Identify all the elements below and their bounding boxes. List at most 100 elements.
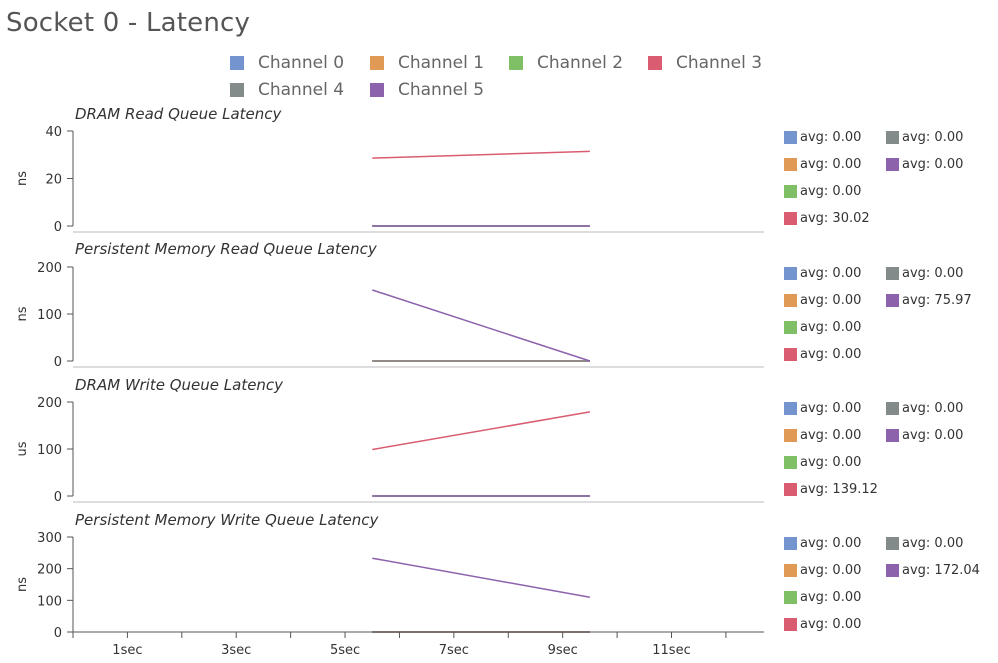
legend-swatch [648,56,662,70]
chart-title: Persistent Memory Write Queue Latency [75,511,380,529]
avg-swatch [886,294,899,307]
avg-entry-channel-2: avg: 0.00 [784,590,861,605]
y-axis-label: us [15,441,30,456]
avg-value: avg: 0.00 [902,266,964,281]
legend-item-channel-1[interactable]: Channel 1 [370,53,484,73]
x-tick-label: 3sec [221,643,251,658]
avg-value: avg: 0.00 [902,157,964,172]
avg-entry-channel-3: avg: 139.12 [784,482,878,497]
x-tick-label: 7sec [439,643,469,658]
avg-value: avg: 0.00 [902,536,964,551]
avg-entry-channel-5: avg: 0.00 [886,157,963,172]
legend-item-channel-5[interactable]: Channel 5 [370,80,484,100]
y-tick-label: 40 [45,125,62,140]
series-line-channel-3 [372,411,591,451]
y-tick-label: 0 [54,355,62,370]
avg-swatch [886,429,899,442]
avg-swatch [784,212,797,225]
avg-entry-channel-0: avg: 0.00 [784,536,861,551]
avg-swatch [784,158,797,171]
avg-swatch [784,618,797,631]
legend-item-channel-3[interactable]: Channel 3 [648,53,762,73]
y-tick-label: 100 [37,443,62,458]
avg-entry-channel-0: avg: 0.00 [784,401,861,416]
legend-item-channel-2[interactable]: Channel 2 [509,53,623,73]
x-tick-label: 5sec [330,643,360,658]
avg-value: avg: 0.00 [800,536,862,551]
avg-entry-channel-0: avg: 0.00 [784,130,861,145]
avg-entry-channel-3: avg: 0.00 [784,347,861,362]
avg-swatch [784,321,797,334]
avg-swatch [784,456,797,469]
series-line-channel-3 [372,150,590,159]
y-tick-label: 300 [37,531,62,546]
avg-entry-channel-2: avg: 0.00 [784,320,861,335]
avg-swatch [886,564,899,577]
avg-entry-channel-2: avg: 0.00 [784,455,861,470]
avg-swatch [886,402,899,415]
avg-value: avg: 0.00 [800,590,862,605]
avg-swatch [784,429,797,442]
avg-swatch [784,185,797,198]
avg-entry-channel-5: avg: 0.00 [886,428,963,443]
avg-value: avg: 0.00 [800,320,862,335]
legend-label: Channel 4 [258,80,345,100]
avg-swatch [784,564,797,577]
avg-swatch [784,294,797,307]
avg-entry-channel-5: avg: 172.04 [886,563,980,578]
legend-label: Channel 0 [258,53,345,73]
avg-swatch [784,591,797,604]
chart-title: DRAM Read Queue Latency [75,105,283,123]
y-tick-label: 0 [54,220,62,235]
legend-label: Channel 3 [676,53,763,73]
y-axis-label: ns [15,577,30,592]
avg-value: avg: 0.00 [800,184,862,199]
avg-entry-channel-1: avg: 0.00 [784,563,861,578]
y-axis-label: ns [15,306,30,321]
avg-value: avg: 0.00 [800,157,862,172]
page-title: Socket 0 - Latency [6,8,251,38]
avg-swatch [784,131,797,144]
avg-value: avg: 0.00 [800,293,862,308]
y-tick-label: 100 [37,594,62,609]
avg-entry-channel-4: avg: 0.00 [886,130,963,145]
avg-swatch [784,483,797,496]
y-tick-label: 200 [37,261,62,276]
legend-label: Channel 5 [398,80,485,100]
avg-value: avg: 0.00 [800,130,862,145]
legend-item-channel-0[interactable]: Channel 0 [230,53,344,73]
y-tick-label: 100 [37,308,62,323]
avg-value: avg: 0.00 [902,130,964,145]
x-tick-label: 1sec [112,643,142,658]
legend-label: Channel 2 [537,53,624,73]
avg-value: avg: 0.00 [800,266,862,281]
x-tick-label: 9sec [548,643,578,658]
avg-swatch [784,402,797,415]
avg-value: avg: 75.97 [902,293,972,308]
avg-value: avg: 139.12 [800,482,878,497]
avg-entry-channel-1: avg: 0.00 [784,157,861,172]
avg-entry-channel-4: avg: 0.00 [886,401,963,416]
avg-value: avg: 0.00 [902,401,964,416]
legend-swatch [509,56,523,70]
legend-swatch [230,56,244,70]
avg-entry-channel-0: avg: 0.00 [784,266,861,281]
y-tick-label: 200 [37,563,62,578]
avg-swatch [886,537,899,550]
avg-value: avg: 0.00 [800,563,862,578]
avg-value: avg: 0.00 [800,401,862,416]
avg-entry-channel-1: avg: 0.00 [784,293,861,308]
avg-value: avg: 30.02 [800,211,870,226]
avg-value: avg: 0.00 [902,428,964,443]
avg-swatch [886,131,899,144]
legend-swatch [370,56,384,70]
avg-entry-channel-5: avg: 75.97 [886,293,972,308]
avg-value: avg: 0.00 [800,428,862,443]
avg-swatch [886,267,899,280]
avg-entry-channel-3: avg: 0.00 [784,617,861,632]
avg-value: avg: 0.00 [800,617,862,632]
avg-entry-channel-4: avg: 0.00 [886,536,963,551]
chart-title: Persistent Memory Read Queue Latency [75,240,378,258]
legend-item-channel-4[interactable]: Channel 4 [230,80,344,100]
